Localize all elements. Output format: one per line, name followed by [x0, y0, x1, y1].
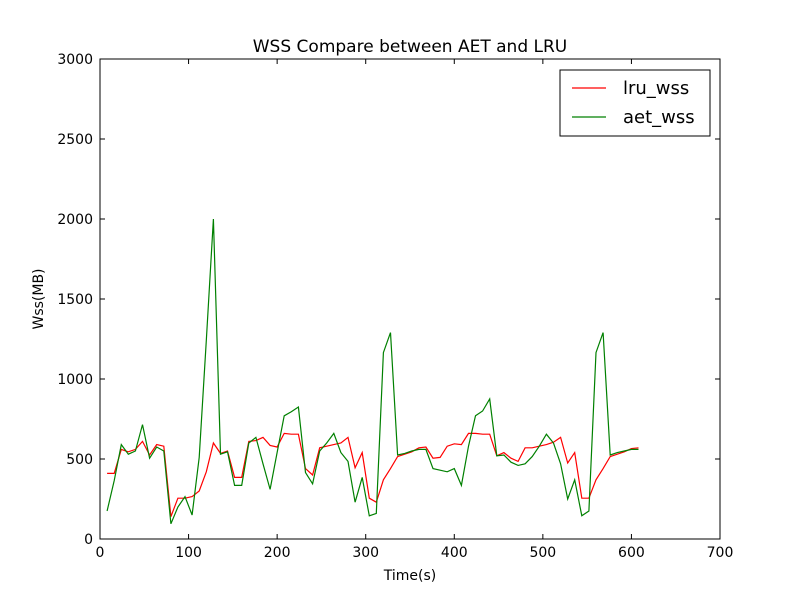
- legend-label-aet-wss: aet_wss: [623, 107, 695, 128]
- x-tick-label: 0: [96, 545, 105, 561]
- y-axis-label: Wss(MB): [31, 268, 47, 329]
- series-line-aet-wss: [106, 218, 639, 525]
- y-axis: 0 500 1000 1500 2000 2500 3000: [57, 52, 720, 548]
- legend: lru_wss aet_wss: [559, 69, 711, 137]
- y-tick-label: 1000: [57, 372, 93, 388]
- x-axis: 0 100 200 300 400 500 600 700: [96, 59, 734, 561]
- y-tick-label: 500: [66, 452, 93, 468]
- legend-box: [559, 69, 711, 137]
- x-tick-label: 500: [529, 545, 556, 561]
- y-tick-label: 2000: [57, 212, 93, 228]
- x-tick-label: 200: [264, 545, 291, 561]
- y-tick-label: 2500: [57, 132, 93, 148]
- chart-title: WSS Compare between AET and LRU: [253, 37, 568, 57]
- y-tick-label: 3000: [57, 52, 93, 68]
- x-tick-label: 100: [175, 545, 202, 561]
- x-tick-label: 600: [618, 545, 645, 561]
- legend-label-lru-wss: lru_wss: [623, 78, 689, 99]
- y-tick-label: 0: [84, 532, 93, 548]
- x-tick-label: 700: [707, 545, 734, 561]
- x-tick-label: 400: [441, 545, 468, 561]
- series-line-lru-wss: [107, 432, 639, 517]
- y-tick-label: 1500: [57, 292, 93, 308]
- x-axis-label: Time(s): [383, 568, 436, 584]
- x-tick-label: 300: [352, 545, 379, 561]
